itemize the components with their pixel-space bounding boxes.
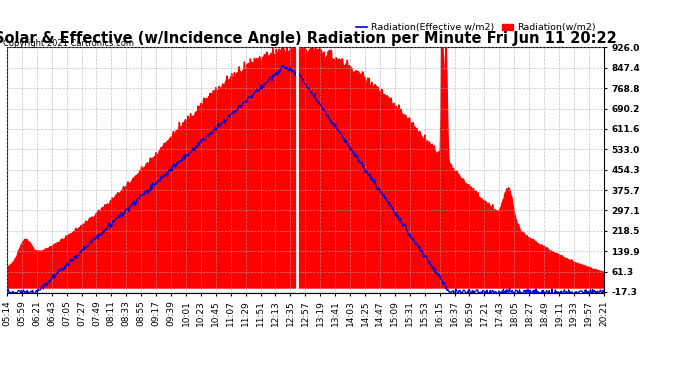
Text: Copyright 2021 Cartronics.com: Copyright 2021 Cartronics.com <box>3 39 135 48</box>
Title: Solar & Effective (w/Incidence Angle) Radiation per Minute Fri Jun 11 20:22: Solar & Effective (w/Incidence Angle) Ra… <box>0 31 617 46</box>
Legend: Radiation(Effective w/m2), Radiation(w/m2): Radiation(Effective w/m2), Radiation(w/m… <box>352 20 599 36</box>
